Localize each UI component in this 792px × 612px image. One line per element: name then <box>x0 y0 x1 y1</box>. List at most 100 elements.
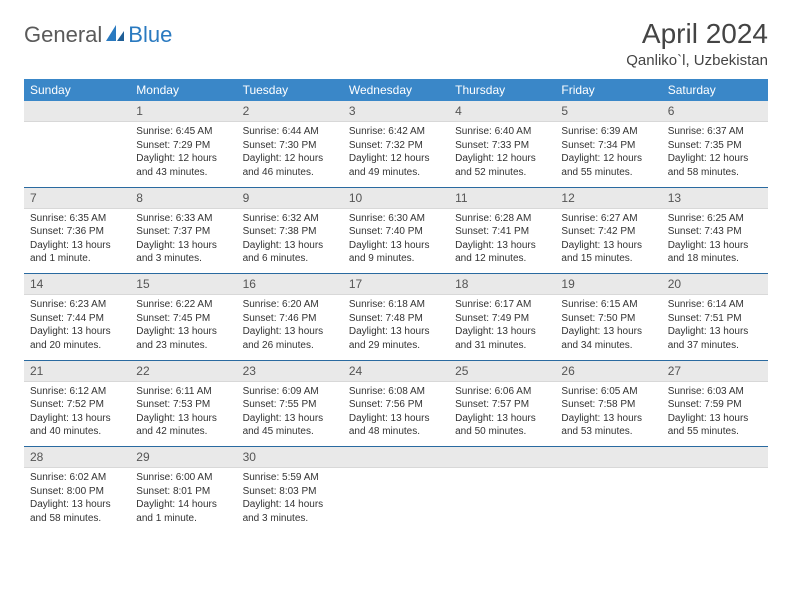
sunset-text: Sunset: 7:40 PM <box>349 225 443 239</box>
day-number: 1 <box>130 101 236 122</box>
daylight-text: Daylight: 13 hours and 6 minutes. <box>243 239 337 266</box>
day-number: 29 <box>130 447 236 468</box>
calendar-day: 20Sunrise: 6:14 AMSunset: 7:51 PMDayligh… <box>662 274 768 360</box>
day-body: Sunrise: 6:06 AMSunset: 7:57 PMDaylight:… <box>449 382 555 443</box>
daylight-text: Daylight: 13 hours and 50 minutes. <box>455 412 549 439</box>
day-body: Sunrise: 6:30 AMSunset: 7:40 PMDaylight:… <box>343 209 449 270</box>
daylight-text: Daylight: 13 hours and 40 minutes. <box>30 412 124 439</box>
sunset-text: Sunset: 7:41 PM <box>455 225 549 239</box>
daylight-text: Daylight: 13 hours and 20 minutes. <box>30 325 124 352</box>
day-body: Sunrise: 6:32 AMSunset: 7:38 PMDaylight:… <box>237 209 343 270</box>
calendar-day-empty <box>24 101 130 187</box>
sunset-text: Sunset: 7:50 PM <box>561 312 655 326</box>
sunset-text: Sunset: 7:52 PM <box>30 398 124 412</box>
calendar-day: 22Sunrise: 6:11 AMSunset: 7:53 PMDayligh… <box>130 361 236 447</box>
calendar-day: 11Sunrise: 6:28 AMSunset: 7:41 PMDayligh… <box>449 188 555 274</box>
calendar-day: 23Sunrise: 6:09 AMSunset: 7:55 PMDayligh… <box>237 361 343 447</box>
day-number: 24 <box>343 361 449 382</box>
daylight-text: Daylight: 12 hours and 49 minutes. <box>349 152 443 179</box>
day-number <box>555 447 661 468</box>
day-number: 15 <box>130 274 236 295</box>
sail-icon <box>104 23 126 48</box>
calendar-week: 21Sunrise: 6:12 AMSunset: 7:52 PMDayligh… <box>24 361 768 447</box>
calendar-day-empty <box>662 447 768 533</box>
sunset-text: Sunset: 7:34 PM <box>561 139 655 153</box>
daylight-text: Daylight: 13 hours and 31 minutes. <box>455 325 549 352</box>
day-body: Sunrise: 6:17 AMSunset: 7:49 PMDaylight:… <box>449 295 555 356</box>
daylight-text: Daylight: 12 hours and 58 minutes. <box>668 152 762 179</box>
sunset-text: Sunset: 7:42 PM <box>561 225 655 239</box>
calendar-day: 8Sunrise: 6:33 AMSunset: 7:37 PMDaylight… <box>130 188 236 274</box>
daylight-text: Daylight: 13 hours and 1 minute. <box>30 239 124 266</box>
day-body: Sunrise: 6:11 AMSunset: 7:53 PMDaylight:… <box>130 382 236 443</box>
day-number: 18 <box>449 274 555 295</box>
daylight-text: Daylight: 13 hours and 9 minutes. <box>349 239 443 266</box>
sunrise-text: Sunrise: 6:25 AM <box>668 212 762 226</box>
day-number: 23 <box>237 361 343 382</box>
sunset-text: Sunset: 7:58 PM <box>561 398 655 412</box>
calendar-day: 29Sunrise: 6:00 AMSunset: 8:01 PMDayligh… <box>130 447 236 533</box>
daylight-text: Daylight: 13 hours and 15 minutes. <box>561 239 655 266</box>
sunset-text: Sunset: 7:59 PM <box>668 398 762 412</box>
sunrise-text: Sunrise: 6:40 AM <box>455 125 549 139</box>
weekday-row: SundayMondayTuesdayWednesdayThursdayFrid… <box>24 79 768 101</box>
sunrise-text: Sunrise: 6:03 AM <box>668 385 762 399</box>
calendar-week: 28Sunrise: 6:02 AMSunset: 8:00 PMDayligh… <box>24 447 768 533</box>
weekday-header: Friday <box>555 79 661 101</box>
day-number: 10 <box>343 188 449 209</box>
day-body: Sunrise: 6:03 AMSunset: 7:59 PMDaylight:… <box>662 382 768 443</box>
sunset-text: Sunset: 7:44 PM <box>30 312 124 326</box>
sunrise-text: Sunrise: 6:20 AM <box>243 298 337 312</box>
page-header: General Blue April 2024 Qanliko`l, Uzbek… <box>24 18 768 69</box>
day-number <box>449 447 555 468</box>
calendar-day: 3Sunrise: 6:42 AMSunset: 7:32 PMDaylight… <box>343 101 449 187</box>
day-body: Sunrise: 6:37 AMSunset: 7:35 PMDaylight:… <box>662 122 768 183</box>
day-body: Sunrise: 6:08 AMSunset: 7:56 PMDaylight:… <box>343 382 449 443</box>
sunrise-text: Sunrise: 6:23 AM <box>30 298 124 312</box>
calendar-day: 13Sunrise: 6:25 AMSunset: 7:43 PMDayligh… <box>662 188 768 274</box>
brand-logo: General Blue <box>24 22 172 48</box>
weekday-header: Monday <box>130 79 236 101</box>
calendar-day: 7Sunrise: 6:35 AMSunset: 7:36 PMDaylight… <box>24 188 130 274</box>
day-number: 6 <box>662 101 768 122</box>
sunrise-text: Sunrise: 6:35 AM <box>30 212 124 226</box>
day-body <box>343 468 449 475</box>
page-title: April 2024 <box>626 18 768 50</box>
day-number <box>662 447 768 468</box>
sunrise-text: Sunrise: 6:32 AM <box>243 212 337 226</box>
daylight-text: Daylight: 14 hours and 1 minute. <box>136 498 230 525</box>
sunset-text: Sunset: 7:51 PM <box>668 312 762 326</box>
daylight-text: Daylight: 13 hours and 12 minutes. <box>455 239 549 266</box>
calendar-day-empty <box>449 447 555 533</box>
day-body <box>24 122 130 129</box>
sunrise-text: Sunrise: 6:14 AM <box>668 298 762 312</box>
daylight-text: Daylight: 13 hours and 26 minutes. <box>243 325 337 352</box>
sunrise-text: Sunrise: 6:18 AM <box>349 298 443 312</box>
calendar-day: 24Sunrise: 6:08 AMSunset: 7:56 PMDayligh… <box>343 361 449 447</box>
sunset-text: Sunset: 7:53 PM <box>136 398 230 412</box>
daylight-text: Daylight: 13 hours and 42 minutes. <box>136 412 230 439</box>
sunset-text: Sunset: 7:33 PM <box>455 139 549 153</box>
day-number: 9 <box>237 188 343 209</box>
daylight-text: Daylight: 13 hours and 3 minutes. <box>136 239 230 266</box>
daylight-text: Daylight: 13 hours and 48 minutes. <box>349 412 443 439</box>
day-body <box>662 468 768 475</box>
day-number: 21 <box>24 361 130 382</box>
sunrise-text: Sunrise: 6:28 AM <box>455 212 549 226</box>
day-body: Sunrise: 6:35 AMSunset: 7:36 PMDaylight:… <box>24 209 130 270</box>
sunrise-text: Sunrise: 6:45 AM <box>136 125 230 139</box>
day-body: Sunrise: 5:59 AMSunset: 8:03 PMDaylight:… <box>237 468 343 529</box>
sunrise-text: Sunrise: 6:17 AM <box>455 298 549 312</box>
weekday-header: Sunday <box>24 79 130 101</box>
sunrise-text: Sunrise: 6:05 AM <box>561 385 655 399</box>
brand-part2: Blue <box>128 22 172 48</box>
day-body: Sunrise: 6:23 AMSunset: 7:44 PMDaylight:… <box>24 295 130 356</box>
daylight-text: Daylight: 13 hours and 18 minutes. <box>668 239 762 266</box>
calendar-day: 26Sunrise: 6:05 AMSunset: 7:58 PMDayligh… <box>555 361 661 447</box>
calendar-table: SundayMondayTuesdayWednesdayThursdayFrid… <box>24 79 768 533</box>
daylight-text: Daylight: 13 hours and 34 minutes. <box>561 325 655 352</box>
sunrise-text: Sunrise: 6:08 AM <box>349 385 443 399</box>
calendar-day: 21Sunrise: 6:12 AMSunset: 7:52 PMDayligh… <box>24 361 130 447</box>
sunset-text: Sunset: 7:45 PM <box>136 312 230 326</box>
day-number: 30 <box>237 447 343 468</box>
